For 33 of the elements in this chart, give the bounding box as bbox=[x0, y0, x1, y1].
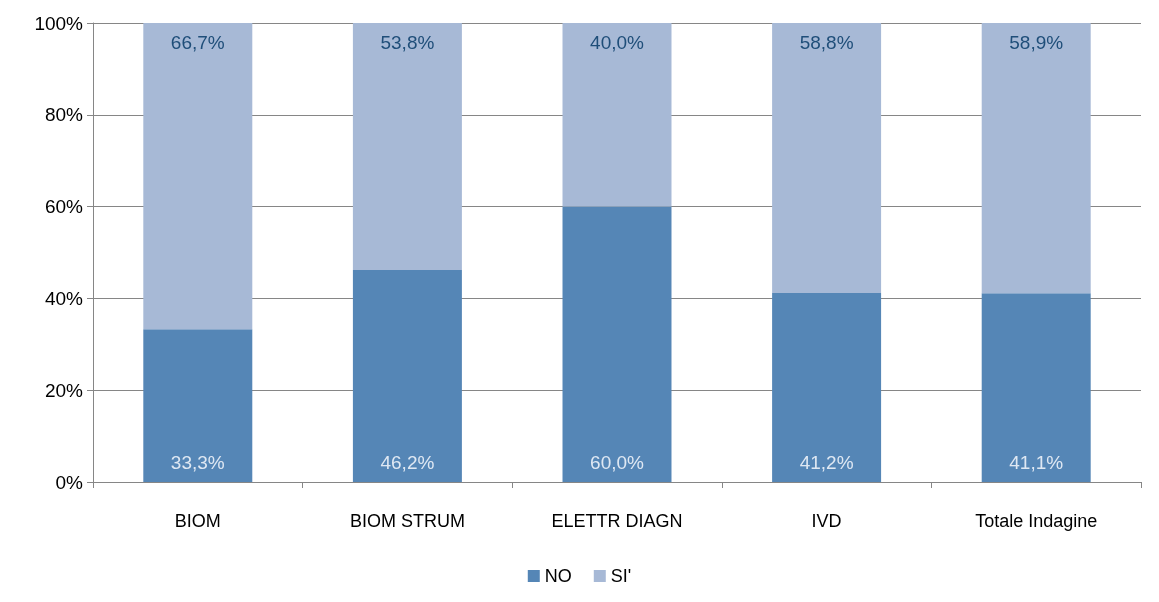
x-tick-label: Totale Indagine bbox=[975, 511, 1098, 531]
x-tick-label: BIOM STRUM bbox=[349, 511, 465, 531]
y-tick-label: 80% bbox=[44, 104, 84, 126]
data-label: 66,7% bbox=[170, 32, 225, 53]
y-tick-label: 100% bbox=[34, 12, 84, 34]
data-label: 60,0% bbox=[590, 452, 645, 473]
bar bbox=[352, 269, 462, 482]
bar bbox=[772, 23, 882, 293]
y-tick-label: 60% bbox=[44, 196, 84, 218]
y-tick-label: 0% bbox=[55, 471, 84, 493]
bar bbox=[352, 23, 462, 270]
bar bbox=[562, 206, 672, 482]
y-tick-label: 20% bbox=[44, 379, 84, 401]
data-label: 40,0% bbox=[590, 32, 645, 53]
bar bbox=[143, 23, 253, 330]
bar bbox=[562, 23, 672, 207]
y-tick-label: 40% bbox=[44, 287, 84, 309]
x-tick-label: ELETTR DIAGN bbox=[551, 511, 683, 531]
data-label: 33,3% bbox=[170, 452, 225, 473]
x-tick-label: BIOM bbox=[174, 511, 221, 531]
legend-label: NO bbox=[544, 566, 572, 586]
bar bbox=[143, 329, 253, 482]
x-tick-label: IVD bbox=[811, 511, 842, 531]
legend-label: SI' bbox=[610, 566, 632, 586]
bar bbox=[772, 292, 882, 482]
bar bbox=[981, 23, 1091, 294]
data-label: 53,8% bbox=[380, 32, 435, 53]
data-label: 46,2% bbox=[380, 452, 435, 473]
bar bbox=[981, 293, 1091, 482]
data-label: 58,8% bbox=[799, 32, 854, 53]
data-label: 41,2% bbox=[799, 452, 854, 473]
data-label: 41,1% bbox=[1009, 452, 1064, 473]
data-label: 58,9% bbox=[1009, 32, 1064, 53]
